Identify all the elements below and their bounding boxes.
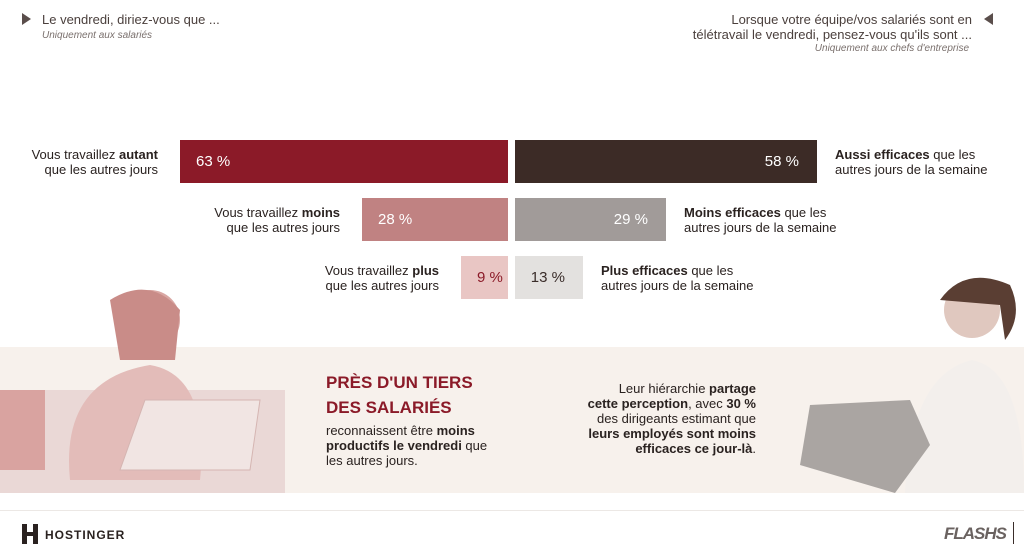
row-label-left-2: Vous travaillez plus que les autres jours xyxy=(325,263,439,293)
text: , avec xyxy=(688,396,727,411)
headline-line1: PRÈS D'UN TIERS xyxy=(326,373,473,392)
text: des dirigeants estimant que xyxy=(597,411,756,426)
label-bold: autant xyxy=(119,147,158,162)
bar-right-2: 13 % xyxy=(515,256,583,299)
row-label-left-1: Vous travaillez moins que les autres jour… xyxy=(214,205,340,235)
text: partage xyxy=(709,381,756,396)
right-question-subtitle: Uniquement aux chefs d'entreprise xyxy=(814,43,969,54)
left-question-subtitle: Uniquement aux salariés xyxy=(42,30,153,41)
label-text: autres jours de la semaine xyxy=(835,162,988,177)
label-bold: plus xyxy=(412,263,439,278)
callout-left-text: reconnaissent être moins productifs le v… xyxy=(326,423,506,468)
callout-headline: PRÈS D'UN TIERS DES SALARIÉS xyxy=(326,370,473,420)
label-text: Vous travaillez xyxy=(214,205,302,220)
footer-divider xyxy=(0,510,1024,511)
text: efficaces ce jour-là xyxy=(635,441,753,456)
label-text: autres jours de la semaine xyxy=(601,278,754,293)
label-text: que les xyxy=(780,205,827,220)
hostinger-logo-icon xyxy=(22,524,38,544)
play-right-icon xyxy=(22,13,31,25)
text: Leur hiérarchie xyxy=(618,381,710,396)
text: 30 % xyxy=(726,396,756,411)
bar-right-0: 58 % xyxy=(515,140,817,183)
label-text: que les autres jours xyxy=(325,278,439,293)
hostinger-brand: HOSTINGER xyxy=(45,528,126,542)
bar-left-0: 63 % xyxy=(180,140,508,183)
label-text: que les xyxy=(929,147,976,162)
text: les autres jours. xyxy=(326,453,418,468)
text: reconnaissent être xyxy=(326,423,437,438)
label-text: Vous travaillez xyxy=(324,263,413,278)
footer-separator xyxy=(1013,522,1014,544)
bar-left-2: 9 % xyxy=(461,256,508,299)
row-label-right-1: Moins efficaces que les autres jours de l… xyxy=(684,205,836,235)
label-bold: Aussi efficaces xyxy=(835,147,930,162)
bar-left-1: 28 % xyxy=(362,198,508,241)
label-bold: Plus efficaces xyxy=(601,263,688,278)
label-text: autres jours de la semaine xyxy=(684,220,837,235)
row-label-left-0: Vous travaillez autant que les autres jou… xyxy=(32,147,158,177)
text: moins xyxy=(436,423,475,438)
headline-line2: DES SALARIÉS xyxy=(326,398,452,417)
woman-tired-photo xyxy=(0,289,285,493)
bar-right-1: 29 % xyxy=(515,198,666,241)
left-question-title: Le vendredi, diriez-vous que ... xyxy=(42,12,220,27)
row-label-right-0: Aussi efficaces que les autres jours de l… xyxy=(835,147,987,177)
label-bold: Moins efficaces xyxy=(684,205,781,220)
play-left-icon xyxy=(984,13,993,25)
text: leurs employés sont moins xyxy=(588,426,756,441)
label-text: que les autres jours xyxy=(44,162,158,177)
label-text: Vous travaillez xyxy=(31,147,119,162)
text: productifs le vendredi xyxy=(326,438,462,453)
right-question-title: Lorsque votre équipe/vos salariés sont e… xyxy=(693,12,972,42)
right-question-line2: télétravail le vendredi, pensez-vous qu'… xyxy=(692,27,972,42)
callout-right-text: Leur hiérarchie partage cette perception… xyxy=(588,381,756,456)
label-text: que les autres jours xyxy=(226,220,340,235)
label-text: que les xyxy=(687,263,734,278)
row-label-right-2: Plus efficaces que les autres jours de la… xyxy=(601,263,753,293)
text: cette perception xyxy=(587,396,689,411)
woman-thinking-photo xyxy=(800,277,1024,493)
flashs-logo: FLASHS xyxy=(944,524,1007,543)
text: que xyxy=(461,438,488,453)
right-question-line1: Lorsque votre équipe/vos salariés sont e… xyxy=(731,12,972,27)
text: . xyxy=(752,441,756,456)
label-bold: moins xyxy=(301,205,340,220)
